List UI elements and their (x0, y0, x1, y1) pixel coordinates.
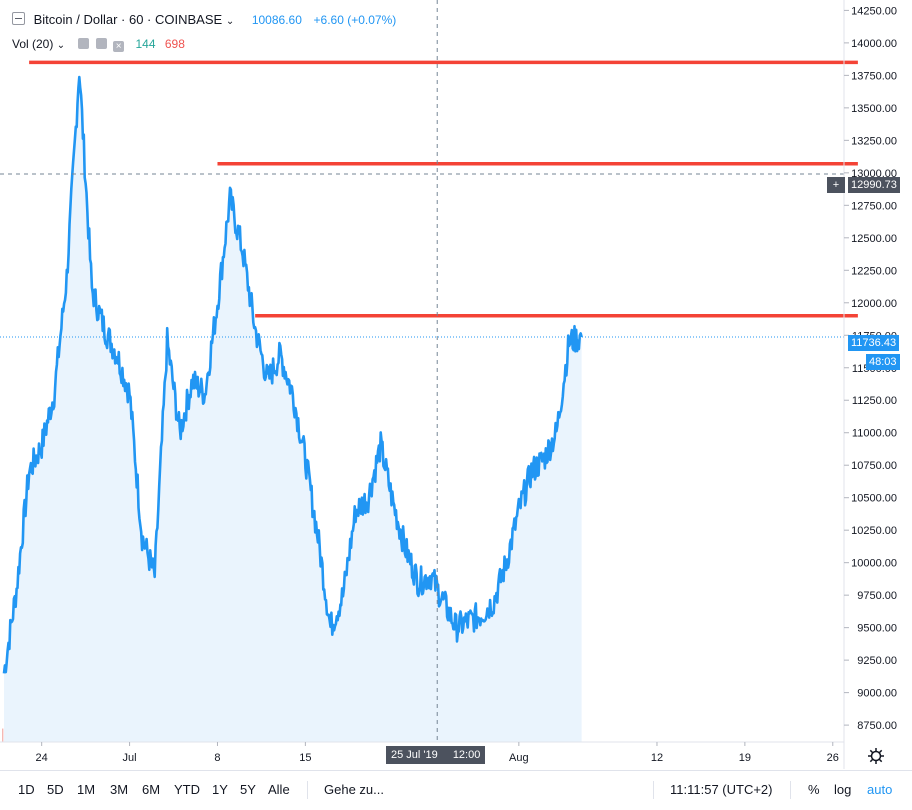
last-price-tag: 11736.43 (848, 335, 900, 351)
log-scale-toggle[interactable]: log (834, 782, 852, 797)
volume-value-a: 144 (135, 37, 156, 51)
auto-scale-toggle[interactable]: auto (867, 782, 893, 797)
volume-value-b: 698 (164, 37, 185, 51)
price-tick-label: 9000.00 (857, 688, 897, 700)
time-tick-label: 24 (36, 752, 48, 764)
price-tick-label: 13000.00 (851, 168, 897, 180)
price-tick-label: 11000.00 (852, 428, 897, 440)
range-all[interactable]: Alle (268, 782, 290, 797)
symbol-title[interactable]: Bitcoin / Dollar · 60 · COINBASE (33, 12, 223, 27)
price-tick-label: 10250.00 (851, 525, 897, 537)
crosshair-add-icon[interactable]: + (827, 177, 845, 193)
goto-date-button[interactable]: Gehe zu... (324, 782, 384, 797)
price-tick-label: 13750.00 (851, 70, 897, 82)
time-tick-label: 12 (651, 752, 663, 764)
bottom-toolbar: 1D 5D 1M 3M 6M YTD 1Y 5Y Alle Gehe zu...… (0, 770, 912, 810)
volume-legend[interactable]: Vol (20) ⌄ × 144 698 (12, 37, 185, 52)
last-price-value: 10086.60 (251, 13, 302, 27)
price-tick-label: 12750.00 (851, 200, 897, 212)
price-series-line (2, 75, 583, 674)
price-tick-label: 14250.00 (851, 5, 897, 17)
time-tick-label: 19 (739, 752, 751, 764)
range-5d[interactable]: 5D (47, 782, 64, 797)
price-tick-label: 13250.00 (851, 135, 897, 147)
bar-countdown-tag: 48:03 (866, 354, 900, 370)
percent-scale-toggle[interactable]: % (808, 782, 820, 797)
symbol-legend[interactable]: Bitcoin / Dollar · 60 · COINBASE ⌄ 10086… (12, 12, 396, 27)
gear-icon[interactable] (95, 38, 107, 49)
chevron-down-icon[interactable]: ⌄ (225, 16, 235, 27)
settings-icon[interactable] (868, 748, 884, 764)
price-tick-label: 11250.00 (852, 395, 897, 407)
crosshair-time-tag: 25 Jul '19 12:00 (386, 746, 486, 764)
price-tick-label: 9500.00 (857, 623, 897, 635)
chevron-down-icon[interactable]: ⌄ (56, 40, 66, 51)
horizontal-level-lines[interactable] (29, 60, 858, 318)
crosshair-price-tag: 12990.73 (848, 177, 900, 193)
price-tick-label: 8750.00 (857, 720, 897, 732)
crosshair-date: 25 Jul '19 (391, 749, 438, 761)
range-5y[interactable]: 5Y (240, 782, 256, 797)
clock-timezone[interactable]: 11:11:57 (UTC+2) (670, 782, 773, 797)
crosshair-time: 12:00 (452, 749, 481, 761)
eye-icon[interactable] (78, 38, 90, 49)
toolbar-divider (307, 781, 308, 799)
volume-label[interactable]: Vol (20) (12, 37, 54, 51)
toolbar-divider (790, 781, 791, 799)
range-1d[interactable]: 1D (18, 782, 35, 797)
range-ytd[interactable]: YTD (174, 782, 200, 797)
toolbar-divider (653, 781, 654, 799)
volume-bar (2, 728, 4, 742)
time-tick-label: Aug (509, 752, 529, 764)
time-axis[interactable]: 24 Jul 8 15 Aug 12 19 26 (36, 742, 839, 764)
time-tick-label: 15 (299, 752, 311, 764)
price-tick-label: 12250.00 (851, 265, 897, 277)
price-change: +6.60 (+0.07%) (313, 13, 397, 27)
price-tick-label: 12500.00 (851, 233, 897, 245)
price-tick-label: 10750.00 (851, 460, 897, 472)
price-tick-label: 9750.00 (857, 590, 897, 602)
price-tick-label: 10500.00 (851, 493, 897, 505)
price-tick-label: 14000.00 (851, 38, 897, 50)
time-tick-label: Jul (123, 752, 137, 764)
price-tick-label: 13500.00 (851, 103, 897, 115)
price-tick-label: 10000.00 (851, 558, 897, 570)
range-6m[interactable]: 6M (142, 782, 161, 797)
range-1y[interactable]: 1Y (212, 782, 228, 797)
time-tick-label: 8 (214, 752, 220, 764)
range-1m[interactable]: 1M (77, 782, 96, 797)
price-tick-label: 9250.00 (857, 655, 897, 667)
price-tick-label: 12000.00 (851, 298, 897, 310)
collapse-icon[interactable] (12, 12, 25, 25)
close-icon[interactable]: × (113, 41, 125, 52)
time-tick-label: 26 (827, 752, 839, 764)
range-3m[interactable]: 3M (110, 782, 129, 797)
